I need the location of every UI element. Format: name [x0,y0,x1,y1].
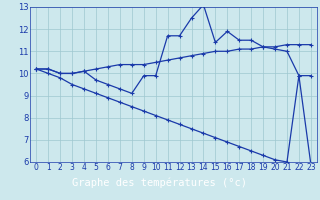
Text: Graphe des températures (°c): Graphe des températures (°c) [73,178,247,188]
